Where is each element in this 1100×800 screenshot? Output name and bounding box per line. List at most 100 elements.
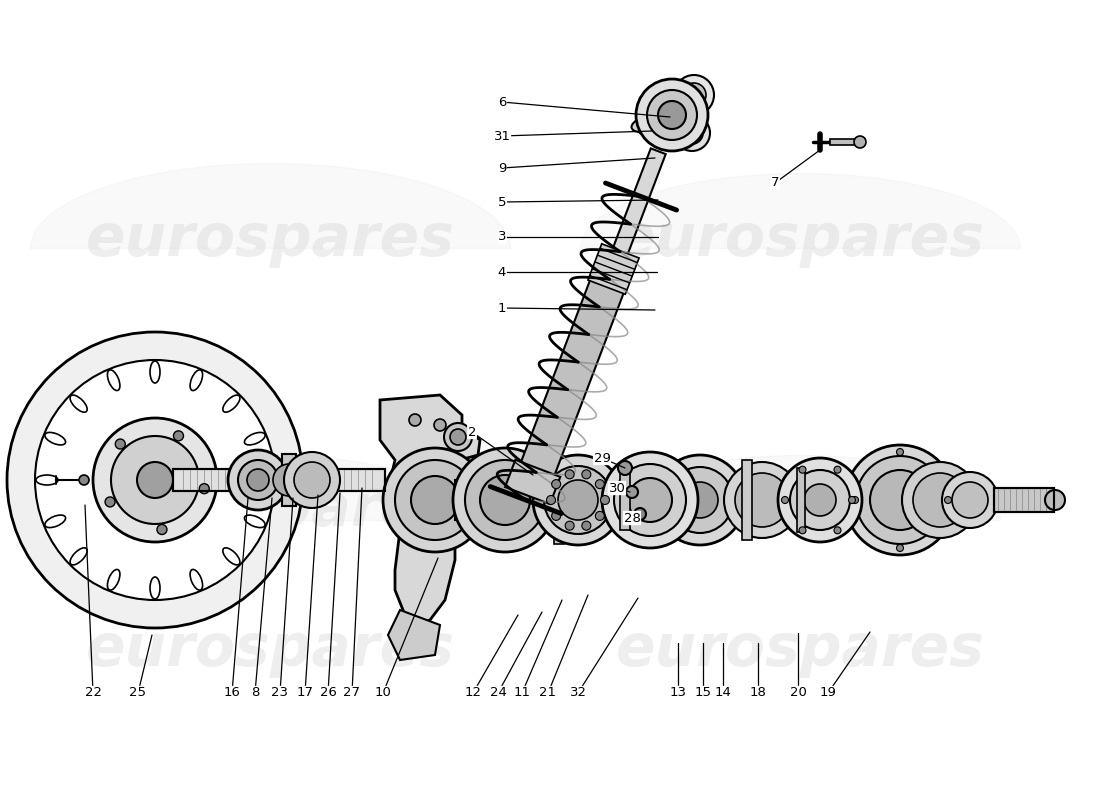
Circle shape <box>106 497 116 507</box>
Text: 24: 24 <box>490 686 506 699</box>
Text: 10: 10 <box>375 686 392 699</box>
Circle shape <box>724 462 800 538</box>
Circle shape <box>434 419 446 431</box>
Text: 26: 26 <box>320 686 337 699</box>
Circle shape <box>116 439 125 449</box>
Text: 18: 18 <box>749 686 767 699</box>
Bar <box>173 469 385 491</box>
Ellipse shape <box>70 395 87 412</box>
Ellipse shape <box>639 123 664 135</box>
Circle shape <box>952 482 988 518</box>
Circle shape <box>174 431 184 441</box>
Circle shape <box>799 466 806 473</box>
Circle shape <box>804 484 836 516</box>
Circle shape <box>628 478 672 522</box>
Text: eurospares: eurospares <box>616 482 984 538</box>
Text: 23: 23 <box>272 686 288 699</box>
Ellipse shape <box>244 433 265 445</box>
Circle shape <box>79 475 89 485</box>
Ellipse shape <box>45 515 66 527</box>
Circle shape <box>582 521 591 530</box>
Bar <box>994 488 1054 512</box>
Circle shape <box>601 495 609 505</box>
Ellipse shape <box>45 433 66 445</box>
Circle shape <box>7 332 303 628</box>
Circle shape <box>658 101 686 129</box>
Circle shape <box>626 486 638 498</box>
Text: 29: 29 <box>594 451 610 465</box>
Circle shape <box>595 511 604 520</box>
Circle shape <box>682 83 706 107</box>
Text: 25: 25 <box>130 686 146 699</box>
Circle shape <box>1045 490 1065 510</box>
Circle shape <box>667 467 733 533</box>
Circle shape <box>565 470 574 479</box>
Text: eurospares: eurospares <box>616 622 984 678</box>
Circle shape <box>284 452 340 508</box>
Ellipse shape <box>190 570 202 590</box>
Circle shape <box>558 480 598 520</box>
Circle shape <box>674 115 710 151</box>
Circle shape <box>552 480 561 489</box>
Bar <box>620 470 630 530</box>
Circle shape <box>411 476 459 524</box>
Circle shape <box>35 360 275 600</box>
Circle shape <box>735 473 789 527</box>
Text: 17: 17 <box>297 686 313 699</box>
Bar <box>455 480 473 520</box>
Circle shape <box>157 525 167 534</box>
Circle shape <box>636 79 708 151</box>
Text: 14: 14 <box>715 686 732 699</box>
Circle shape <box>480 475 530 525</box>
Ellipse shape <box>223 395 240 412</box>
Text: 15: 15 <box>694 686 712 699</box>
Circle shape <box>199 484 209 494</box>
Polygon shape <box>379 395 480 625</box>
Text: 31: 31 <box>494 130 510 142</box>
Circle shape <box>913 473 967 527</box>
Circle shape <box>896 449 903 455</box>
Circle shape <box>614 464 686 536</box>
Bar <box>830 139 865 145</box>
Circle shape <box>942 472 998 528</box>
Text: 9: 9 <box>498 162 506 174</box>
Text: 8: 8 <box>251 686 260 699</box>
Circle shape <box>618 461 632 475</box>
Circle shape <box>634 508 646 520</box>
Circle shape <box>681 122 703 144</box>
Text: eurospares: eurospares <box>616 211 984 269</box>
Circle shape <box>238 460 278 500</box>
Circle shape <box>409 414 421 426</box>
Circle shape <box>450 429 466 445</box>
Circle shape <box>444 423 472 451</box>
Circle shape <box>547 495 556 505</box>
Ellipse shape <box>244 515 265 527</box>
Circle shape <box>138 462 173 498</box>
Bar <box>173 469 385 491</box>
Circle shape <box>383 448 487 552</box>
Text: 5: 5 <box>497 195 506 209</box>
Bar <box>554 456 564 544</box>
Circle shape <box>834 466 842 473</box>
Text: 30: 30 <box>608 482 626 494</box>
Ellipse shape <box>150 361 160 383</box>
Circle shape <box>294 462 330 498</box>
Text: eurospares: eurospares <box>86 211 454 269</box>
Circle shape <box>674 75 714 115</box>
Text: 12: 12 <box>464 686 482 699</box>
Text: 28: 28 <box>624 511 640 525</box>
Ellipse shape <box>223 548 240 565</box>
Text: 3: 3 <box>497 230 506 243</box>
Circle shape <box>682 482 718 518</box>
Ellipse shape <box>252 475 274 485</box>
Circle shape <box>453 448 557 552</box>
Text: 16: 16 <box>223 686 241 699</box>
Circle shape <box>945 497 952 503</box>
Ellipse shape <box>70 548 87 565</box>
Text: 11: 11 <box>514 686 530 699</box>
Circle shape <box>552 511 561 520</box>
Polygon shape <box>587 244 639 294</box>
Text: 1: 1 <box>497 302 506 314</box>
Circle shape <box>248 469 270 491</box>
Circle shape <box>582 470 591 479</box>
